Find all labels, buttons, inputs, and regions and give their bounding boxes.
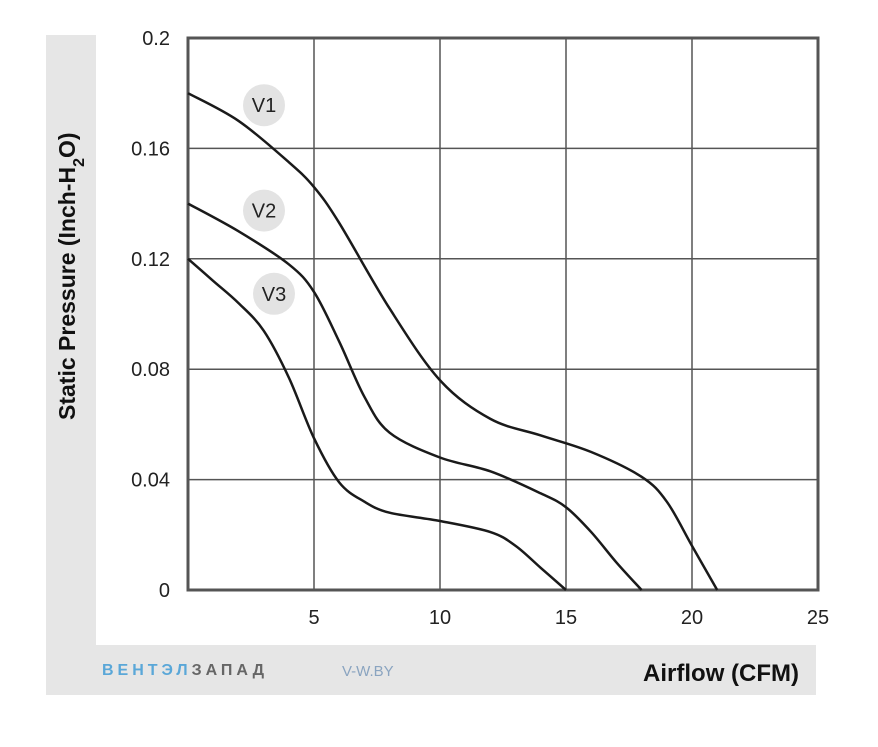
- x-tick-label: 15: [555, 607, 577, 629]
- y-axis-title: Static Pressure (Inch-H2O): [54, 132, 88, 420]
- grid-lines: [188, 37, 819, 591]
- brand-logo: ВЕНТЭЛЗАПАД: [102, 662, 268, 680]
- curve-label-text: V3: [262, 284, 286, 306]
- x-tick-label: 25: [807, 607, 829, 629]
- curve-label-v3: V3: [253, 272, 295, 315]
- curve-label-badge: [253, 272, 295, 315]
- curves: [187, 92, 719, 591]
- y-tick-label: 0.2: [142, 28, 170, 50]
- x-tick-label: 5: [308, 607, 319, 629]
- curve-v2: [187, 202, 643, 591]
- y-tick-label: 0: [159, 580, 170, 602]
- y-tick-label: 0.08: [131, 359, 170, 381]
- plot-frame: [186, 36, 820, 592]
- curve-labels: V1 V2 V3: [243, 84, 295, 315]
- xlabel-panel: [46, 645, 816, 695]
- x-tick-label: 10: [429, 607, 451, 629]
- curve-label-badge: [243, 84, 285, 127]
- brand-part-2: ЗАПАД: [191, 662, 268, 679]
- curve-label-v1: V1: [243, 84, 285, 127]
- y-axis-title-subscript: 2: [71, 158, 88, 167]
- curve-label-v2: V2: [243, 189, 285, 232]
- tick-labels: 5 10 15 20 25 0 0.04 0.08 0.12 0.16 0.2: [131, 28, 829, 629]
- x-axis-title: Airflow (CFM): [643, 660, 799, 687]
- x-tick-label: 20: [681, 607, 703, 629]
- curve-label-text: V1: [252, 95, 276, 117]
- y-tick-label: 0.12: [131, 249, 170, 271]
- y-tick-label: 0.16: [131, 138, 170, 160]
- y-tick-label: 0.04: [131, 470, 170, 492]
- curve-label-text: V2: [252, 201, 276, 223]
- ylabel-panel: [46, 35, 96, 695]
- brand-part-1: ВЕНТЭЛ: [102, 662, 192, 679]
- curve-v1: [187, 92, 719, 591]
- site-url: V-W.BY: [342, 663, 394, 680]
- curve-v3: [187, 257, 567, 591]
- curve-label-badge: [243, 189, 285, 232]
